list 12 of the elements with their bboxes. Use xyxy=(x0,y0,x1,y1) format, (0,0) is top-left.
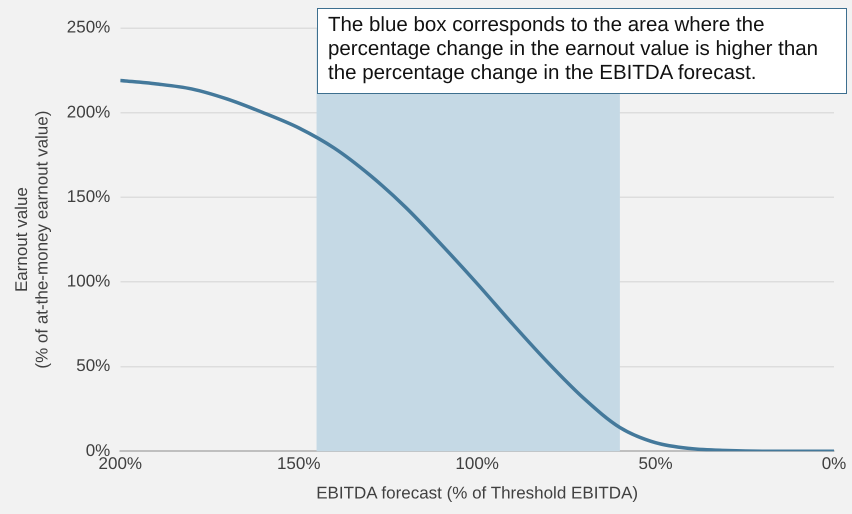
y-tick-label: 250% xyxy=(66,18,110,37)
x-tick-label: 50% xyxy=(638,454,673,474)
x-tick-label: 0% xyxy=(822,454,846,474)
y-tick-label: 150% xyxy=(66,186,110,206)
y-axis-title: Earnout value (% of at-the-money earnout value) xyxy=(12,110,52,369)
y-tick-label: 100% xyxy=(66,272,110,291)
x-axis-title: EBITDA forecast (% of Threshold EBITDA) xyxy=(316,483,638,502)
y-tick-label: 50% xyxy=(76,356,110,376)
x-tick-label: 150% xyxy=(276,454,320,474)
annotation: The blue box corresponds to the area where the percentage change in the earnout value is higher than the percentage change in the EBITDA forecast. xyxy=(317,8,847,94)
y-tick-label: 200% xyxy=(66,102,110,122)
x-tick-label: 100% xyxy=(455,454,499,474)
